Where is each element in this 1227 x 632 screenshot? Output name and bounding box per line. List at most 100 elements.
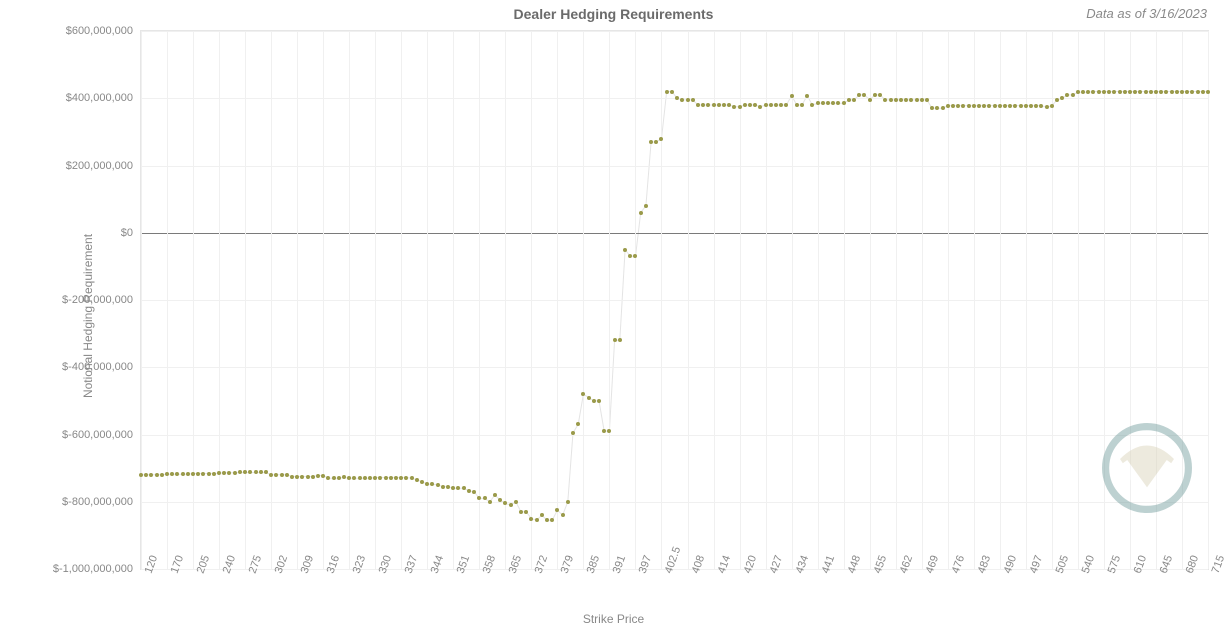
data-point[interactable] bbox=[1123, 90, 1127, 94]
data-point[interactable] bbox=[378, 476, 382, 480]
data-point[interactable] bbox=[920, 98, 924, 102]
data-point[interactable] bbox=[748, 103, 752, 107]
data-point[interactable] bbox=[732, 105, 736, 109]
data-point[interactable] bbox=[1180, 90, 1184, 94]
data-point[interactable] bbox=[477, 496, 481, 500]
data-point[interactable] bbox=[529, 517, 533, 521]
data-point[interactable] bbox=[706, 103, 710, 107]
data-point[interactable] bbox=[1045, 105, 1049, 109]
data-point[interactable] bbox=[404, 476, 408, 480]
data-point[interactable] bbox=[399, 476, 403, 480]
data-point[interactable] bbox=[254, 470, 258, 474]
data-point[interactable] bbox=[430, 482, 434, 486]
data-point[interactable] bbox=[816, 101, 820, 105]
data-point[interactable] bbox=[451, 486, 455, 490]
data-point[interactable] bbox=[826, 101, 830, 105]
data-point[interactable] bbox=[326, 476, 330, 480]
data-point[interactable] bbox=[1170, 90, 1174, 94]
data-point[interactable] bbox=[1201, 90, 1205, 94]
data-point[interactable] bbox=[462, 486, 466, 490]
data-point[interactable] bbox=[196, 472, 200, 476]
data-point[interactable] bbox=[982, 104, 986, 108]
data-point[interactable] bbox=[1019, 104, 1023, 108]
data-point[interactable] bbox=[743, 103, 747, 107]
data-point[interactable] bbox=[545, 518, 549, 522]
data-point[interactable] bbox=[1008, 104, 1012, 108]
data-point[interactable] bbox=[509, 503, 513, 507]
data-point[interactable] bbox=[961, 104, 965, 108]
data-point[interactable] bbox=[1097, 90, 1101, 94]
data-point[interactable] bbox=[483, 496, 487, 500]
data-point[interactable] bbox=[467, 489, 471, 493]
data-point[interactable] bbox=[1196, 90, 1200, 94]
data-point[interactable] bbox=[488, 500, 492, 504]
data-point[interactable] bbox=[805, 94, 809, 98]
data-point[interactable] bbox=[155, 473, 159, 477]
data-point[interactable] bbox=[1091, 90, 1095, 94]
data-point[interactable] bbox=[738, 105, 742, 109]
data-point[interactable] bbox=[967, 104, 971, 108]
data-point[interactable] bbox=[581, 392, 585, 396]
data-point[interactable] bbox=[946, 104, 950, 108]
data-point[interactable] bbox=[555, 508, 559, 512]
data-point[interactable] bbox=[873, 93, 877, 97]
data-point[interactable] bbox=[1081, 90, 1085, 94]
data-point[interactable] bbox=[321, 474, 325, 478]
data-point[interactable] bbox=[566, 500, 570, 504]
data-point[interactable] bbox=[363, 476, 367, 480]
data-point[interactable] bbox=[993, 104, 997, 108]
data-point[interactable] bbox=[238, 470, 242, 474]
data-point[interactable] bbox=[977, 104, 981, 108]
data-point[interactable] bbox=[389, 476, 393, 480]
data-point[interactable] bbox=[665, 90, 669, 94]
data-point[interactable] bbox=[420, 480, 424, 484]
data-point[interactable] bbox=[753, 103, 757, 107]
data-point[interactable] bbox=[1003, 104, 1007, 108]
data-point[interactable] bbox=[722, 103, 726, 107]
data-point[interactable] bbox=[233, 471, 237, 475]
data-point[interactable] bbox=[894, 98, 898, 102]
data-point[interactable] bbox=[686, 98, 690, 102]
data-point[interactable] bbox=[170, 472, 174, 476]
data-point[interactable] bbox=[352, 476, 356, 480]
data-point[interactable] bbox=[987, 104, 991, 108]
data-point[interactable] bbox=[201, 472, 205, 476]
data-point[interactable] bbox=[649, 140, 653, 144]
data-point[interactable] bbox=[842, 101, 846, 105]
data-point[interactable] bbox=[269, 473, 273, 477]
data-point[interactable] bbox=[941, 106, 945, 110]
data-point[interactable] bbox=[956, 104, 960, 108]
data-point[interactable] bbox=[831, 101, 835, 105]
data-point[interactable] bbox=[1029, 104, 1033, 108]
data-point[interactable] bbox=[1112, 90, 1116, 94]
data-point[interactable] bbox=[1071, 93, 1075, 97]
data-point[interactable] bbox=[1050, 104, 1054, 108]
data-point[interactable] bbox=[441, 485, 445, 489]
data-point[interactable] bbox=[222, 471, 226, 475]
data-point[interactable] bbox=[602, 429, 606, 433]
data-point[interactable] bbox=[680, 98, 684, 102]
data-point[interactable] bbox=[1055, 98, 1059, 102]
data-point[interactable] bbox=[243, 470, 247, 474]
data-point[interactable] bbox=[300, 475, 304, 479]
data-point[interactable] bbox=[701, 103, 705, 107]
data-point[interactable] bbox=[810, 103, 814, 107]
data-point[interactable] bbox=[628, 254, 632, 258]
data-point[interactable] bbox=[415, 478, 419, 482]
data-point[interactable] bbox=[1154, 90, 1158, 94]
data-point[interactable] bbox=[1102, 90, 1106, 94]
data-point[interactable] bbox=[493, 493, 497, 497]
data-point[interactable] bbox=[175, 472, 179, 476]
data-point[interactable] bbox=[472, 490, 476, 494]
data-point[interactable] bbox=[1149, 90, 1153, 94]
data-point[interactable] bbox=[883, 98, 887, 102]
data-point[interactable] bbox=[550, 518, 554, 522]
data-point[interactable] bbox=[316, 474, 320, 478]
data-point[interactable] bbox=[181, 472, 185, 476]
data-point[interactable] bbox=[332, 476, 336, 480]
data-point[interactable] bbox=[498, 498, 502, 502]
data-point[interactable] bbox=[727, 103, 731, 107]
data-point[interactable] bbox=[227, 471, 231, 475]
data-point[interactable] bbox=[290, 475, 294, 479]
data-point[interactable] bbox=[1133, 90, 1137, 94]
